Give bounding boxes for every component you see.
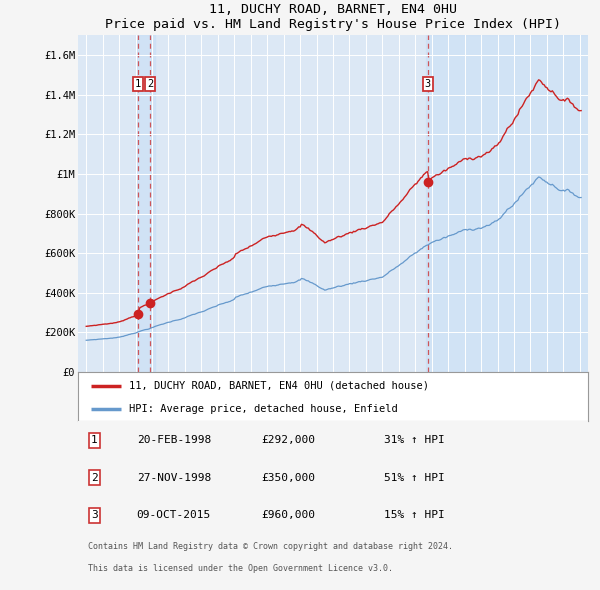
Text: 15% ↑ HPI: 15% ↑ HPI [384, 510, 445, 520]
Text: 1: 1 [134, 79, 141, 89]
Bar [426, 35, 596, 372]
Text: 20-FEB-1998: 20-FEB-1998 [137, 435, 211, 445]
Text: 51% ↑ HPI: 51% ↑ HPI [384, 473, 445, 483]
Text: 27-NOV-1998: 27-NOV-1998 [137, 473, 211, 483]
Text: 1: 1 [91, 435, 98, 445]
Text: Contains HM Land Registry data © Crown copyright and database right 2024.: Contains HM Land Registry data © Crown c… [88, 542, 453, 552]
Text: 2: 2 [147, 79, 154, 89]
Text: £960,000: £960,000 [262, 510, 316, 520]
Text: HPI: Average price, detached house, Enfield: HPI: Average price, detached house, Enfi… [129, 404, 398, 414]
Text: 11, DUCHY ROAD, BARNET, EN4 0HU (detached house): 11, DUCHY ROAD, BARNET, EN4 0HU (detache… [129, 381, 429, 391]
Bar [136, 35, 155, 372]
Text: £350,000: £350,000 [262, 473, 316, 483]
Title: 11, DUCHY ROAD, BARNET, EN4 0HU
Price paid vs. HM Land Registry's House Price In: 11, DUCHY ROAD, BARNET, EN4 0HU Price pa… [105, 4, 561, 31]
Text: 31% ↑ HPI: 31% ↑ HPI [384, 435, 445, 445]
Text: 2: 2 [91, 473, 98, 483]
Text: 3: 3 [91, 510, 98, 520]
Text: £292,000: £292,000 [262, 435, 316, 445]
Text: This data is licensed under the Open Government Licence v3.0.: This data is licensed under the Open Gov… [88, 564, 393, 573]
Text: 09-OCT-2015: 09-OCT-2015 [137, 510, 211, 520]
Text: 3: 3 [425, 79, 431, 89]
